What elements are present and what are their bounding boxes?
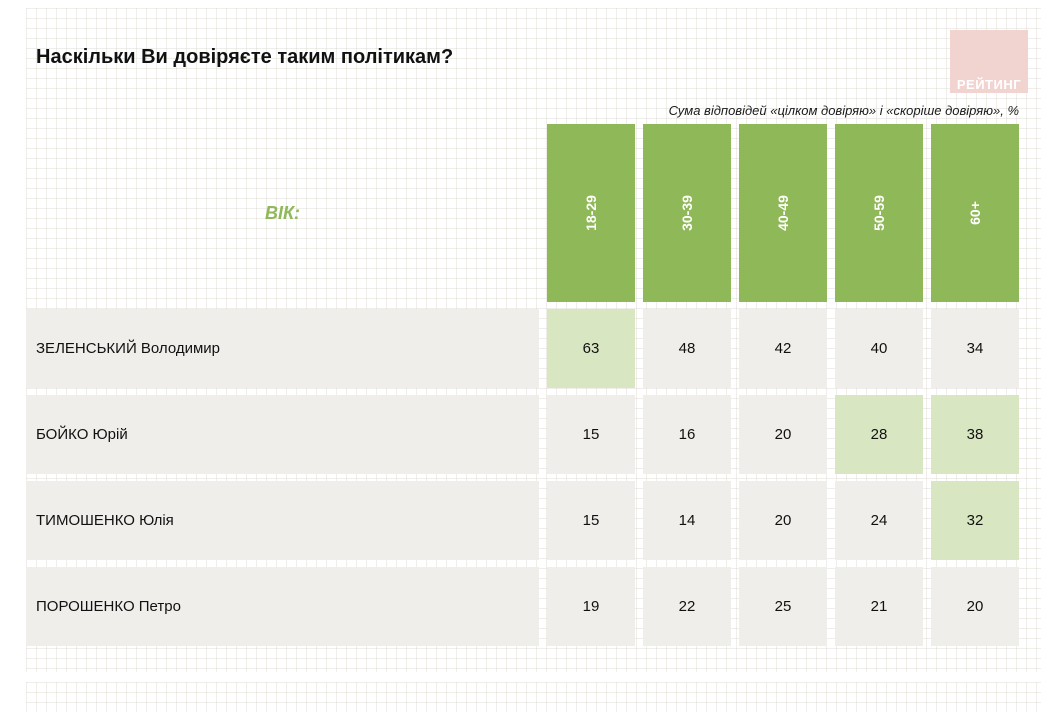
age-column-header-label: 60+ [967,201,983,225]
value-cell: 19 [547,567,635,646]
value-cell: 32 [931,481,1019,560]
age-column-header-label: 40-49 [775,195,791,231]
value-cell: 22 [643,567,731,646]
table-row: БОЙКО Юрій 15 16 20 28 38 [26,395,1019,474]
value-cell: 48 [643,309,731,388]
value-cell: 14 [643,481,731,560]
value-cell: 42 [739,309,827,388]
table-header-row: ВІК: 18-29 30-39 40-49 50-59 60+ [26,124,1019,302]
value-cell: 21 [835,567,923,646]
table-row: ТИМОШЕНКО Юлія 15 14 20 24 32 [26,481,1019,560]
value-cell: 63 [547,309,635,388]
age-column-header: 40-49 [739,124,827,302]
main-panel: Наскільки Ви довіряєте таким політикам? … [26,8,1041,672]
age-column-header-label: 30-39 [679,195,695,231]
age-column-header-label: 18-29 [583,195,599,231]
chart-subtitle: Сума відповідей «цілком довіряю» і «скор… [668,103,1019,118]
value-cell: 20 [739,395,827,474]
age-column-header-label: 50-59 [871,195,887,231]
value-cell: 25 [739,567,827,646]
page-title: Наскільки Ви довіряєте таким політикам? [36,46,454,68]
value-cell: 24 [835,481,923,560]
bottom-strip [26,682,1041,712]
politician-name: ПОРОШЕНКО Петро [26,567,539,646]
trust-table: ВІК: 18-29 30-39 40-49 50-59 60+ ЗЕЛЕНСЬКИЙ … [26,124,1019,646]
politician-name: ЗЕЛЕНСЬКИЙ Володимир [26,309,539,388]
politician-name: БОЙКО Юрій [26,395,539,474]
value-cell: 16 [643,395,731,474]
age-column-header: 30-39 [643,124,731,302]
age-axis-label: ВІК: [264,202,301,223]
table-row: ПОРОШЕНКО Петро 19 22 25 21 20 [26,567,1019,646]
value-cell: 20 [931,567,1019,646]
value-cell: 20 [739,481,827,560]
politician-name: ТИМОШЕНКО Юлія [26,481,539,560]
value-cell: 40 [835,309,923,388]
value-cell: 28 [835,395,923,474]
age-column-header: 18-29 [547,124,635,302]
value-cell: 15 [547,395,635,474]
value-cell: 38 [931,395,1019,474]
table-body: ЗЕЛЕНСЬКИЙ Володимир 63 48 42 40 34 БОЙКО Юрій… [26,309,1019,646]
age-column-header: 50-59 [835,124,923,302]
value-cell: 15 [547,481,635,560]
rating-logo: РЕЙТИНГ [950,30,1028,93]
value-cell: 34 [931,309,1019,388]
table-row: ЗЕЛЕНСЬКИЙ Володимир 63 48 42 40 34 [26,309,1019,388]
age-column-header: 60+ [931,124,1019,302]
rating-logo-text: РЕЙТИНГ [956,77,1022,92]
